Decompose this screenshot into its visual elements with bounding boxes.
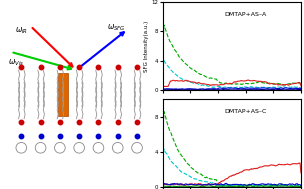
Text: $\omega_{IR}$: $\omega_{IR}$ bbox=[15, 25, 28, 36]
Text: $\omega_{SFG}$: $\omega_{SFG}$ bbox=[107, 22, 125, 33]
FancyBboxPatch shape bbox=[58, 73, 68, 116]
Text: $\omega_{Vis}$: $\omega_{Vis}$ bbox=[8, 57, 24, 67]
Text: DMTAP+AS–A: DMTAP+AS–A bbox=[225, 12, 267, 17]
Y-axis label: SFG Intensity(a.u.): SFG Intensity(a.u.) bbox=[143, 20, 149, 72]
Text: DMTAP+AS–C: DMTAP+AS–C bbox=[225, 109, 267, 115]
